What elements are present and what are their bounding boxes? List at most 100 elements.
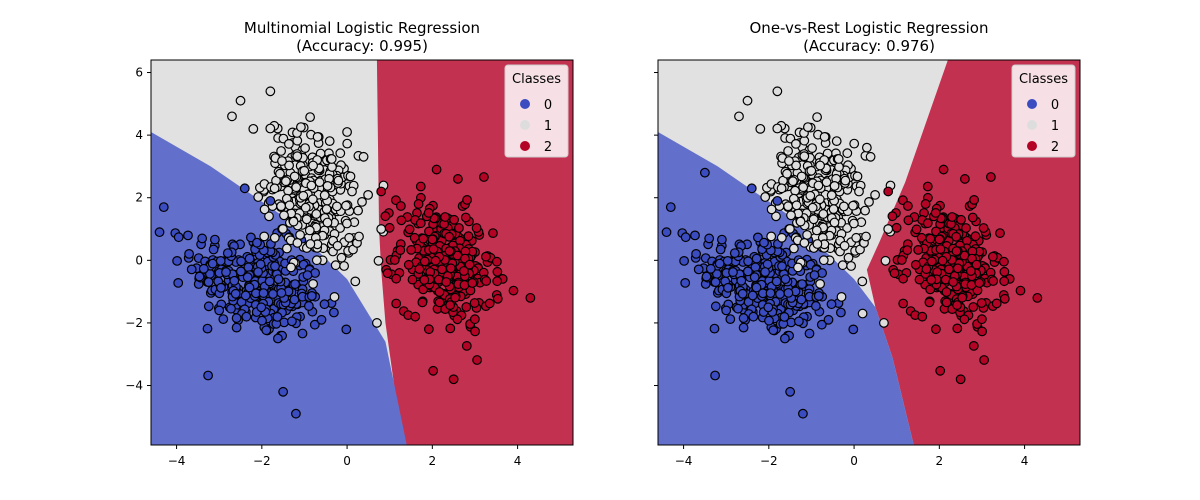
scatter-point-class-2 [470,326,481,337]
scatter-point-class-2 [968,341,979,351]
scatter-point-class-0 [252,237,262,248]
scatter-point-class-0 [738,322,749,333]
plot-area [151,60,573,445]
scatter-point-class-2 [415,181,426,192]
chart-panel-one-vs-rest: −4 −2 0 2 4 One-vs-Rest Logistic Regression(A… [631,19,1081,468]
scatter-point-class-2 [382,268,393,279]
scatter-point-class-0 [772,195,783,206]
scatter-point-class-1 [870,189,880,200]
scatter-point-class-0 [203,277,214,288]
scatter-point-class-0 [258,288,269,299]
scatter-point-class-1 [848,200,858,211]
scatter-point-class-0 [194,271,205,282]
scatter-point-class-0 [723,282,733,293]
scatter-point-class-1 [335,223,346,233]
scatter-point-class-0 [721,305,732,316]
scatter-point-class-1 [269,232,280,243]
scatter-point-class-1 [304,225,315,236]
scatter-point-class-2 [427,234,438,245]
scatter-point-class-2 [995,228,1005,239]
scatter-point-class-2 [883,186,894,197]
sample-cloud [154,86,536,419]
scatter-point-class-0 [779,312,790,322]
scatter-point-class-0 [798,408,808,419]
scatter-point-class-2 [462,194,473,205]
scatter-point-class-2 [974,278,985,288]
scatter-point-class-0 [710,301,721,312]
scatter-point-class-2 [469,298,480,308]
scatter-point-class-1 [833,154,844,164]
legend-label-class-2: 2 [1051,140,1059,155]
scatter-point-class-1 [815,160,825,171]
scatter-point-class-1 [327,162,337,172]
scatter-point-class-0 [751,253,762,264]
plot-area [631,60,1080,445]
scatter-point-class-2 [404,224,415,235]
scatter-point-class-1 [311,255,322,266]
scatter-point-class-1 [279,210,289,221]
scatter-point-class-0 [780,274,791,285]
legend-marker-class-0 [520,99,530,109]
scatter-point-class-0 [154,227,165,238]
scatter-point-class-0 [158,202,169,213]
scatter-point-class-0 [243,262,254,273]
legend-marker-class-2 [520,141,530,151]
scatter-point-class-1 [807,143,817,154]
scatter-point-class-0 [783,288,794,298]
scatter-point-class-2 [999,266,1010,277]
scatter-point-class-2 [959,314,970,325]
scatter-point-class-1 [330,260,341,271]
scatter-point-class-2 [403,259,414,270]
scatter-point-class-0 [753,232,763,243]
scatter-point-class-0 [218,314,229,325]
scatter-point-class-0 [276,288,287,298]
scatter-point-class-1 [319,190,330,201]
scatter-point-class-0 [631,232,640,241]
scatter-point-class-2 [941,287,952,297]
scatter-point-class-2 [926,275,937,285]
scatter-point-class-2 [952,323,963,334]
scatter-point-class-2 [431,164,442,175]
x-tick-label: 2 [936,454,944,468]
chart-title: One-vs-Rest Logistic Regression [750,19,989,37]
scatter-point-class-1 [344,232,355,243]
scatter-point-class-1 [299,165,310,176]
scatter-point-class-2 [999,293,1010,304]
scatter-point-class-0 [705,263,716,274]
scatter-point-class-0 [273,274,284,285]
scatter-point-class-0 [304,301,314,311]
scatter-point-class-1 [811,225,822,236]
scatter-point-class-0 [813,291,824,301]
scatter-point-class-2 [396,201,406,211]
scatter-point-class-0 [329,307,339,318]
scatter-point-class-2 [380,211,391,222]
scatter-point-class-0 [309,319,320,330]
scatter-point-class-1 [843,252,854,263]
scatter-point-class-1 [846,261,856,271]
scatter-point-class-2 [415,218,426,229]
scatter-point-class-1 [278,223,288,234]
scatter-point-class-2 [437,264,447,275]
scatter-point-class-2 [1032,292,1043,303]
scatter-point-class-0 [290,279,301,290]
scatter-point-class-2 [951,246,962,257]
scatter-point-class-2 [459,266,469,276]
scatter-point-class-1 [782,168,792,179]
scatter-point-class-0 [809,270,820,281]
scatter-point-class-0 [272,312,283,322]
scatter-point-class-1 [839,240,850,251]
scatter-point-class-1 [818,255,829,266]
scatter-point-class-1 [288,216,299,227]
scatter-point-class-0 [763,302,774,313]
scatter-point-class-0 [172,256,183,266]
legend-label-class-2: 2 [544,140,552,155]
scatter-point-class-2 [913,244,924,255]
scatter-point-class-1 [322,217,333,228]
scatter-point-class-2 [407,274,418,285]
scatter-point-class-1 [766,231,777,242]
scatter-point-class-2 [931,324,941,335]
scatter-point-class-2 [911,224,922,235]
scatter-point-class-0 [231,313,242,324]
scatter-point-class-1 [292,151,303,162]
